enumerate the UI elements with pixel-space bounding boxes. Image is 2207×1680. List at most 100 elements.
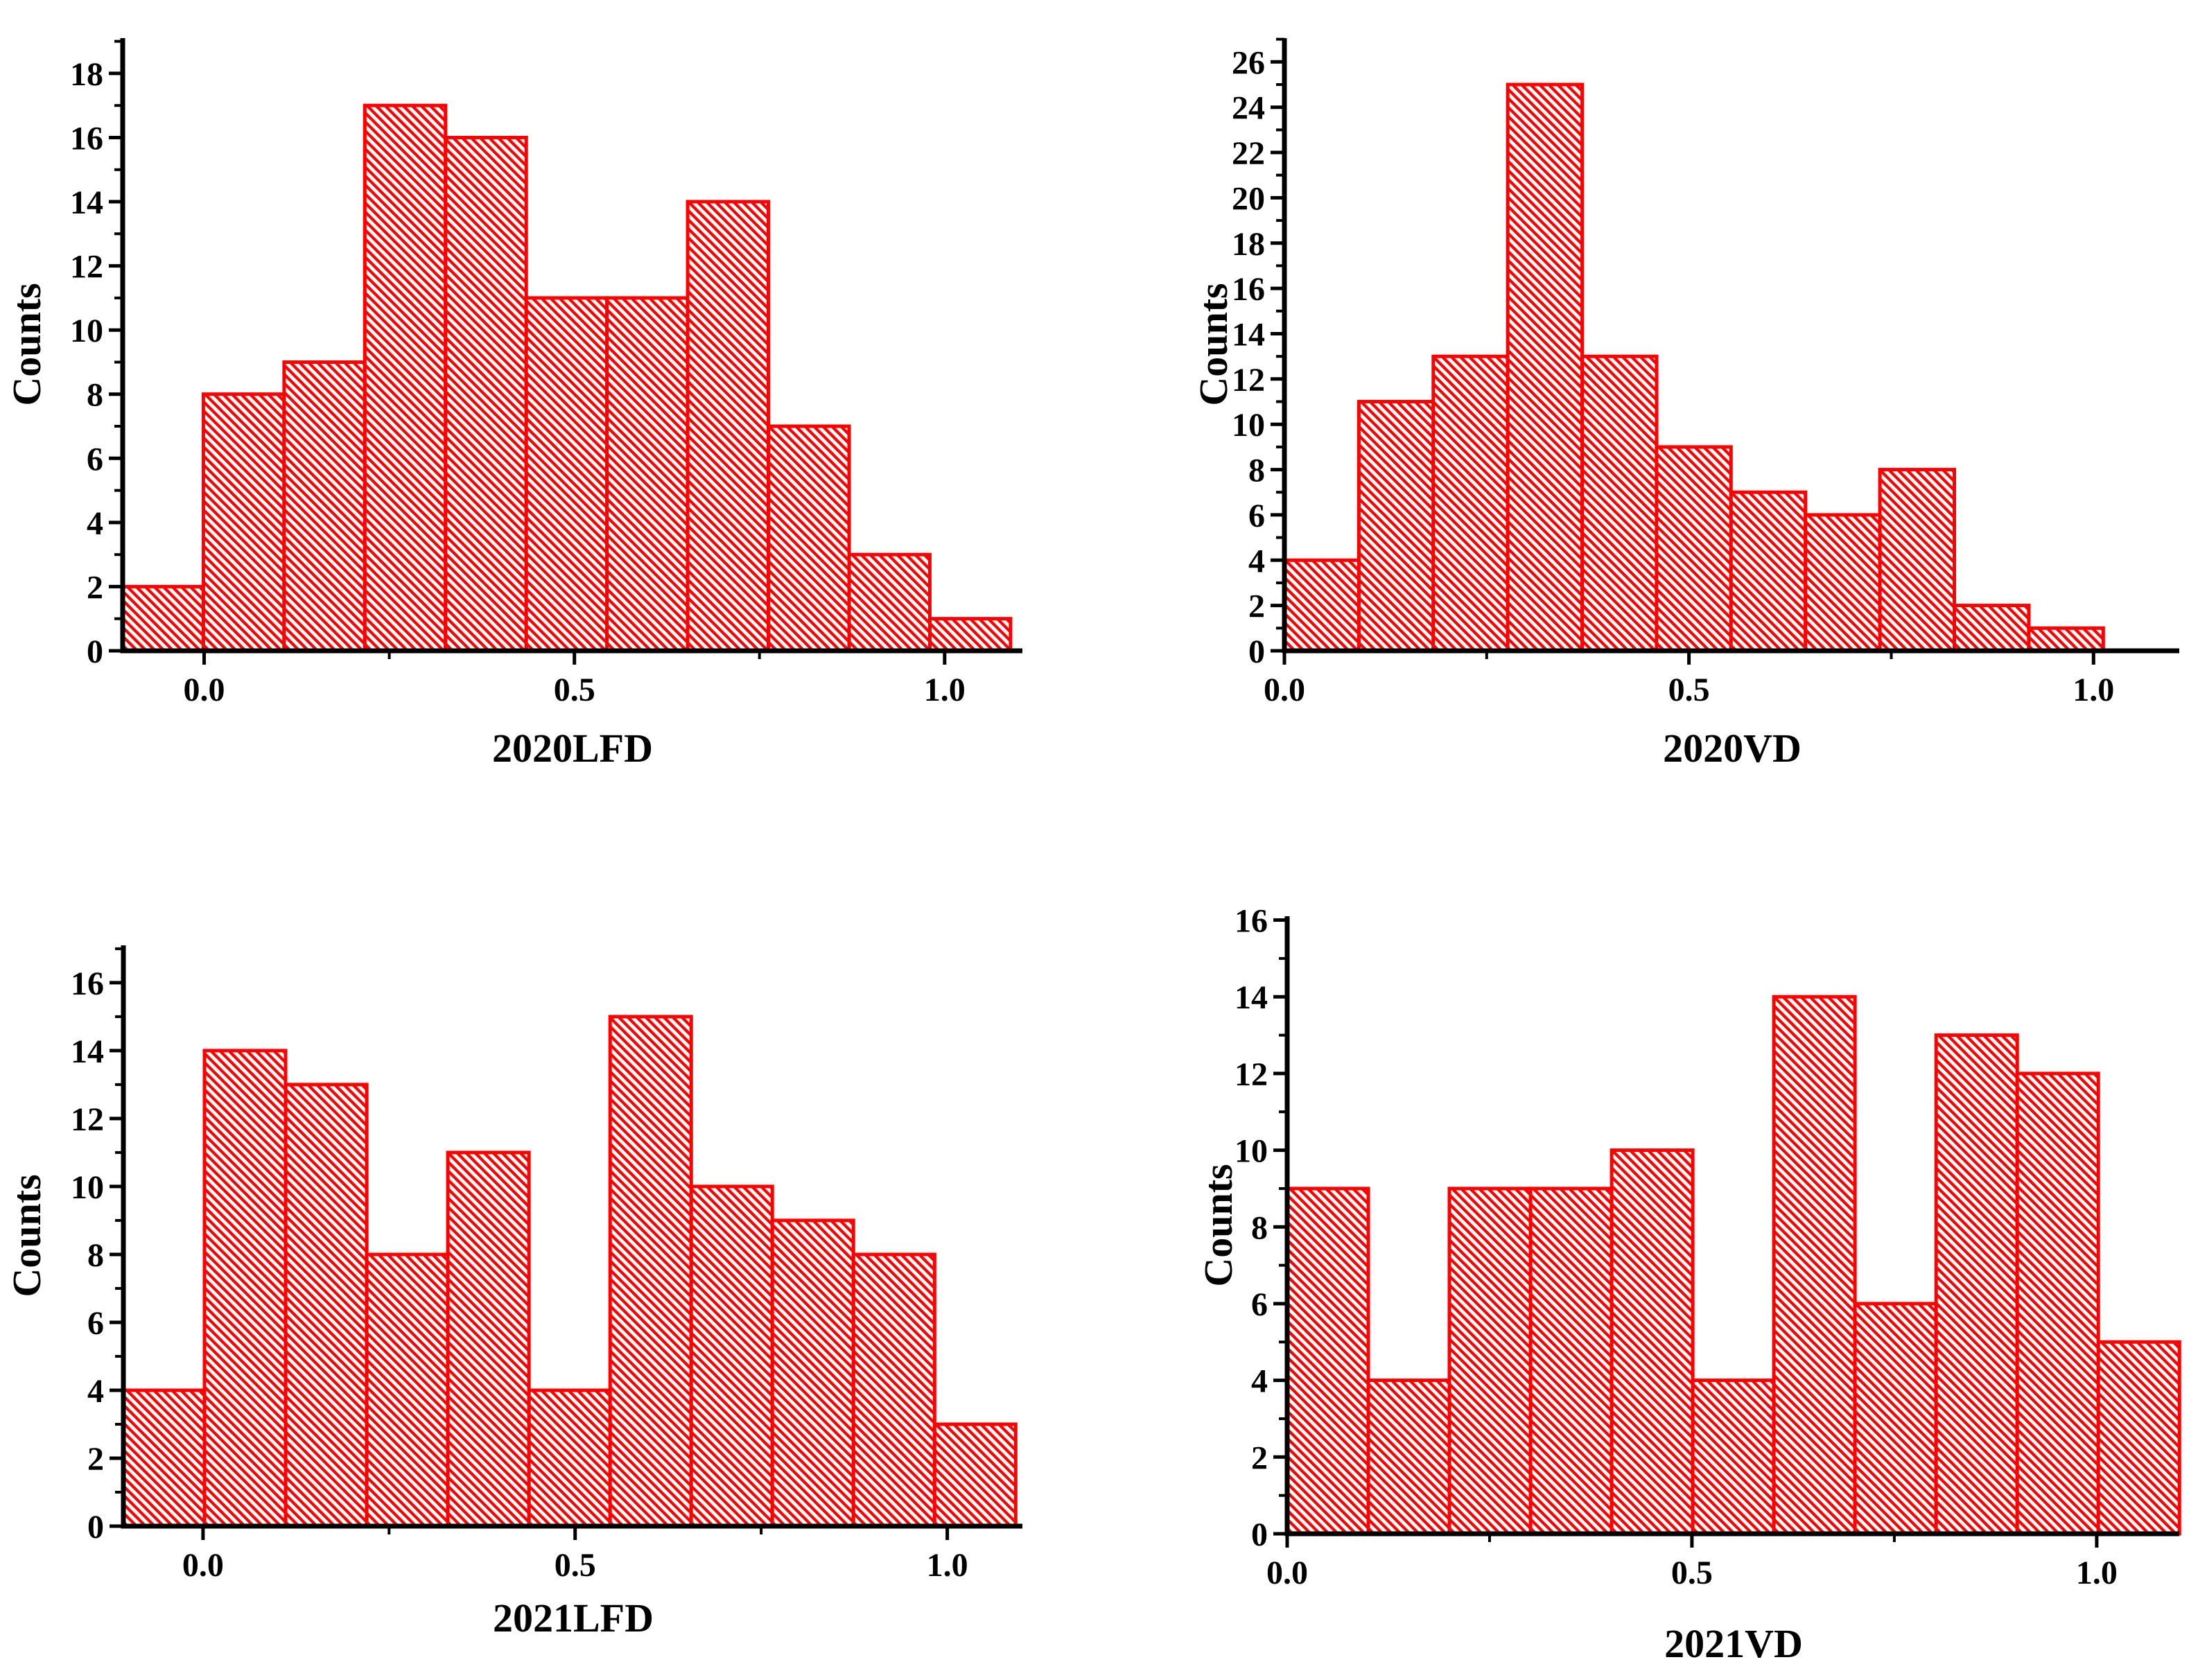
x-tick-label: 0.5 bbox=[554, 672, 595, 708]
histogram-bar bbox=[1447, 1187, 1533, 1536]
histogram-bar bbox=[365, 1252, 450, 1528]
y-tick-label: 18 bbox=[1232, 226, 1265, 263]
y-tick-label: 20 bbox=[1232, 180, 1265, 217]
histogram-bar bbox=[201, 392, 286, 653]
y-tick-label: 14 bbox=[1232, 317, 1265, 353]
histogram-bar bbox=[527, 1388, 612, 1528]
y-tick-label: 2 bbox=[1251, 1440, 1268, 1476]
histogram-bar bbox=[2027, 626, 2105, 653]
y-tick-label: 8 bbox=[87, 377, 103, 414]
panel-2020vd: 0 2 4 6 8 10 12 14 16 18 20 22 24 26 0.0 0.5 1.0 2020VD … bbox=[1104, 0, 2207, 840]
y-axis-title-counts-2021lfd: Counts bbox=[4, 1174, 49, 1297]
histogram-bar bbox=[1580, 354, 1659, 653]
x-tick-label: 1.0 bbox=[924, 672, 966, 708]
y-tick-label: 16 bbox=[70, 121, 103, 157]
y-tick-label: 0 bbox=[1251, 1516, 1268, 1553]
histogram-bar bbox=[608, 1015, 693, 1528]
histogram-bar bbox=[1366, 1379, 1451, 1536]
y-tick-label: 4 bbox=[87, 505, 103, 542]
y-tick-label: 16 bbox=[1232, 271, 1265, 308]
y-axis-title-counts-2021vd: Counts bbox=[1196, 1164, 1241, 1286]
y-tick-label: 6 bbox=[87, 441, 103, 478]
x-tick-label: 1.0 bbox=[927, 1547, 968, 1584]
histogram-bar bbox=[283, 1083, 369, 1528]
histogram-bar bbox=[1804, 513, 1882, 653]
y-tick-label: 8 bbox=[1251, 1209, 1268, 1246]
histogram-2021vd: 0 2 4 6 8 10 12 14 16 0.0 0.5 1.0 2021VD Counts bbox=[1196, 903, 2181, 1666]
y-tick-label: 16 bbox=[71, 965, 104, 1002]
x-tick-label: 0.5 bbox=[1668, 672, 1710, 708]
histogram-bar bbox=[851, 1252, 936, 1528]
histogram-bar bbox=[1506, 82, 1585, 653]
histogram-bar bbox=[202, 1049, 288, 1528]
histogram-2021lfd: 0 2 4 6 8 10 12 14 16 0.0 0.5 1.0 2021LFD Counts bbox=[4, 945, 1022, 1640]
histogram-bar bbox=[1528, 1187, 1614, 1536]
x-axis-title-2021vd: 2021VD bbox=[1664, 1621, 1803, 1666]
y-tick-label: 2 bbox=[1248, 588, 1265, 625]
histogram-bar bbox=[1610, 1148, 1695, 1536]
histogram-bar bbox=[1729, 490, 1808, 653]
x-axis-title-2020vd: 2020VD bbox=[1663, 726, 1802, 771]
y-tick-label: 16 bbox=[1235, 903, 1268, 940]
x-axis-title-2020lfd: 2020LFD bbox=[492, 726, 653, 771]
histogram-bar bbox=[689, 1184, 774, 1528]
histogram-bar bbox=[1934, 1033, 2019, 1536]
y-tick-label: 6 bbox=[1248, 498, 1265, 534]
y-tick-label: 12 bbox=[70, 249, 103, 286]
histogram-bar bbox=[1431, 354, 1510, 653]
y-tick-label: 0 bbox=[87, 1509, 104, 1546]
histogram-bar bbox=[767, 424, 851, 653]
x-tick-label: 0.0 bbox=[184, 672, 225, 708]
histogram-bar bbox=[1691, 1379, 1776, 1536]
y-tick-label: 14 bbox=[70, 184, 103, 221]
panel-2021lfd: 0 2 4 6 8 10 12 14 16 0.0 0.5 1.0 2021LFD Counts bbox=[0, 840, 1104, 1680]
y-tick-label: 12 bbox=[1235, 1056, 1268, 1093]
y-tick-label: 4 bbox=[1248, 543, 1265, 579]
histogram-bar bbox=[1878, 468, 1956, 653]
histogram-bar bbox=[446, 1150, 531, 1528]
histogram-bar bbox=[686, 200, 770, 653]
y-axis-title-counts-2020vd: Counts bbox=[1191, 283, 1236, 405]
x-tick-label: 0.5 bbox=[1671, 1555, 1713, 1591]
y-axis-title-counts-2020lfd: Counts bbox=[4, 283, 49, 405]
histogram-bar bbox=[928, 617, 1013, 653]
histogram-bar bbox=[1655, 445, 1733, 653]
histogram-2020lfd: 0 2 4 6 8 10 12 14 16 18 0.0 0.5 1.0 2020LFD Counts bbox=[4, 38, 1022, 771]
histogram-bar bbox=[1285, 1187, 1370, 1536]
histogram-bar bbox=[121, 584, 205, 653]
panel-2021vd: 0 2 4 6 8 10 12 14 16 0.0 0.5 1.0 2021VD Counts bbox=[1104, 840, 2207, 1680]
y-tick-label: 2 bbox=[87, 1441, 104, 1478]
axis-spine bbox=[1284, 916, 2179, 1537]
axis-spine bbox=[120, 38, 1022, 654]
y-tick-label: 8 bbox=[87, 1237, 104, 1274]
histogram-bar bbox=[1853, 1302, 1938, 1536]
y-tick-label: 4 bbox=[1251, 1363, 1268, 1400]
histogram-bar bbox=[524, 296, 609, 653]
y-tick-label: 10 bbox=[71, 1169, 104, 1206]
y-tick-label: 26 bbox=[1232, 44, 1265, 81]
histogram-bar bbox=[2096, 1340, 2181, 1536]
histogram-bar bbox=[932, 1422, 1018, 1528]
y-tick-label: 14 bbox=[1235, 979, 1268, 1016]
y-tick-label: 24 bbox=[1232, 90, 1265, 127]
histogram-bar bbox=[2015, 1071, 2100, 1536]
panel-2020lfd: 0 2 4 6 8 10 12 14 16 18 0.0 0.5 1.0 2020LFD Counts bbox=[0, 0, 1104, 840]
y-tick-label: 4 bbox=[87, 1373, 104, 1410]
histogram-bar bbox=[121, 1388, 207, 1528]
histogram-bar bbox=[363, 103, 448, 653]
y-tick-label: 0 bbox=[1248, 633, 1265, 670]
y-tick-label: 0 bbox=[87, 633, 103, 670]
y-tick-label: 22 bbox=[1232, 135, 1265, 172]
y-tick-label: 14 bbox=[71, 1033, 104, 1070]
x-tick-label: 0.0 bbox=[182, 1547, 224, 1584]
x-tick-label: 0.0 bbox=[1266, 1555, 1308, 1591]
histogram-bar bbox=[282, 360, 367, 653]
x-axis-title-2021lfd: 2021LFD bbox=[493, 1595, 654, 1640]
x-tick-label: 0.5 bbox=[555, 1547, 596, 1584]
histogram-bar bbox=[1953, 604, 2031, 653]
y-tick-label: 6 bbox=[1251, 1286, 1268, 1323]
y-tick-label: 10 bbox=[1232, 407, 1265, 444]
histogram-bar bbox=[444, 136, 528, 653]
